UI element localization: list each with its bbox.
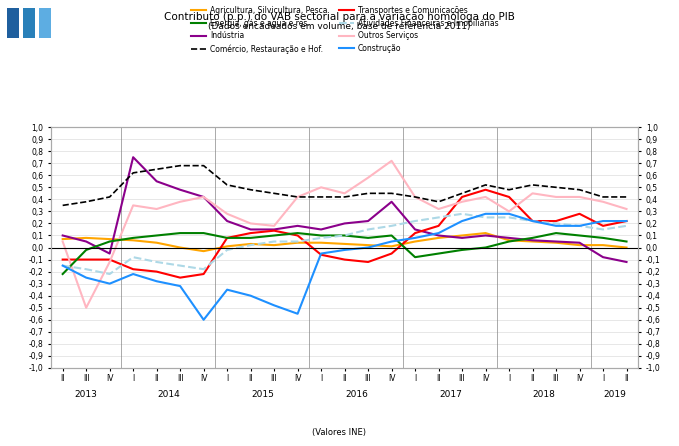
Text: 2018: 2018: [533, 390, 555, 399]
Text: 2019: 2019: [604, 390, 626, 399]
FancyBboxPatch shape: [7, 8, 19, 38]
Legend: Agricultura, Silvicultura, Pesca, Energia, gás e agua e res., Indústria, Comérci: Agricultura, Silvicultura, Pesca, Energi…: [191, 6, 498, 54]
FancyBboxPatch shape: [39, 8, 51, 38]
Text: 2017: 2017: [439, 390, 462, 399]
FancyBboxPatch shape: [22, 8, 35, 38]
Text: 2016: 2016: [345, 390, 368, 399]
Text: 2013: 2013: [75, 390, 98, 399]
Text: (Dados encadeados em volume, base de referência 2011): (Dados encadeados em volume, base de ref…: [208, 22, 471, 31]
Text: (Valores INE): (Valores INE): [312, 428, 367, 437]
Text: Contributo (p.p.) do VAB sectorial para a variação homóloga do PIB: Contributo (p.p.) do VAB sectorial para …: [164, 11, 515, 22]
Text: 2014: 2014: [157, 390, 180, 399]
Text: 2015: 2015: [251, 390, 274, 399]
